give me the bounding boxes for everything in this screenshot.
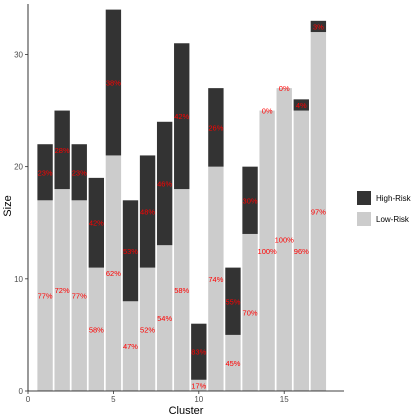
bar-high-risk — [88, 177, 105, 268]
high-risk-percent-label: 0% — [279, 84, 290, 93]
y-tick-label: 0 — [19, 387, 24, 396]
bar-high-risk — [122, 200, 139, 302]
x-axis-title: Cluster — [169, 405, 204, 417]
y-axis-title: Size — [2, 195, 14, 216]
low-risk-percent-label: 62% — [106, 269, 121, 278]
y-ticks: 0 10 20 30 — [14, 50, 28, 396]
low-risk-percent-label: 72% — [55, 286, 70, 295]
bar-high-risk — [156, 121, 173, 246]
bar-low-risk — [208, 166, 224, 391]
bar-high-risk — [242, 166, 258, 234]
low-risk-percent-label: 100% — [258, 247, 278, 256]
high-risk-percent-label: 4% — [296, 101, 307, 110]
x-ticks: 0 5 10 15 — [26, 391, 289, 404]
high-risk-percent-label: 30% — [243, 196, 258, 205]
bar-low-risk — [139, 267, 156, 391]
y-tick-label: 30 — [14, 50, 23, 59]
legend-key-high-risk — [357, 191, 371, 205]
legend-label-low-risk: Low-Risk — [376, 215, 410, 224]
bar-low-risk — [37, 200, 53, 391]
bar-low-risk — [54, 189, 70, 391]
low-risk-percent-label: 45% — [225, 359, 240, 368]
bar-low-risk — [225, 334, 241, 391]
bar-low-risk — [71, 200, 87, 391]
high-risk-percent-label: 42% — [89, 219, 104, 228]
high-risk-percent-label: 55% — [225, 297, 240, 306]
bars-layer — [37, 9, 327, 391]
bar-high-risk — [225, 267, 241, 335]
bar-high-risk — [174, 43, 190, 190]
bar-low-risk — [242, 233, 258, 391]
low-risk-percent-label: 17% — [191, 381, 206, 390]
bar-high-risk — [71, 144, 87, 201]
bar-low-risk — [105, 155, 122, 391]
bar-low-risk — [122, 301, 139, 391]
x-tick-label: 15 — [280, 395, 289, 404]
high-risk-percent-label: 3% — [313, 22, 324, 31]
bar-low-risk — [276, 88, 292, 391]
high-risk-percent-label: 23% — [72, 168, 87, 177]
low-risk-percent-label: 77% — [38, 292, 53, 301]
percent-labels-layer: 77% 23% 72% 28% 77% 23% 58% 42% 62% 38% 47% 53% 52% 4… — [38, 22, 327, 390]
legend-key-low-risk — [357, 212, 371, 226]
high-risk-percent-label: 28% — [55, 146, 70, 155]
bar-high-risk — [191, 323, 207, 380]
legend-label-high-risk: High-Risk — [376, 194, 412, 203]
high-risk-percent-label: 42% — [174, 112, 189, 121]
low-risk-percent-label: 100% — [275, 236, 295, 245]
x-tick-label: 0 — [26, 395, 31, 404]
bar-low-risk — [174, 189, 190, 391]
bar-high-risk — [139, 155, 156, 268]
bar-high-risk — [310, 20, 327, 33]
high-risk-percent-label: 23% — [38, 168, 53, 177]
low-risk-percent-label: 52% — [140, 325, 155, 334]
low-risk-percent-label: 77% — [72, 292, 87, 301]
high-risk-percent-label: 48% — [140, 208, 155, 217]
bar-low-risk — [191, 379, 207, 391]
bar-low-risk — [293, 110, 309, 391]
high-risk-percent-label: 0% — [262, 107, 273, 116]
low-risk-percent-label: 96% — [294, 247, 309, 256]
bar-low-risk — [156, 245, 173, 391]
high-risk-percent-label: 26% — [208, 123, 223, 132]
bar-high-risk — [208, 88, 224, 167]
high-risk-percent-label: 83% — [191, 348, 206, 357]
low-risk-percent-label: 47% — [123, 342, 138, 351]
x-tick-label: 5 — [111, 395, 116, 404]
bar-high-risk — [37, 144, 53, 201]
legend: High-Risk Low-Risk — [357, 191, 412, 226]
high-risk-percent-label: 46% — [157, 179, 172, 188]
y-tick-label: 10 — [14, 275, 23, 284]
bar-low-risk — [310, 32, 327, 391]
bar-high-risk — [105, 9, 122, 156]
low-risk-percent-label: 58% — [174, 286, 189, 295]
y-tick-label: 20 — [14, 163, 23, 172]
low-risk-percent-label: 70% — [243, 308, 258, 317]
bar-low-risk — [259, 110, 275, 391]
bar-high-risk — [293, 99, 309, 111]
bar-high-risk — [54, 110, 70, 190]
high-risk-percent-label: 38% — [106, 79, 121, 88]
low-risk-percent-label: 58% — [89, 325, 104, 334]
low-risk-percent-label: 97% — [311, 208, 326, 217]
low-risk-percent-label: 74% — [208, 275, 223, 284]
bar-low-risk — [88, 267, 105, 391]
high-risk-percent-label: 53% — [123, 247, 138, 256]
x-tick-label: 10 — [194, 395, 203, 404]
low-risk-percent-label: 54% — [157, 314, 172, 323]
